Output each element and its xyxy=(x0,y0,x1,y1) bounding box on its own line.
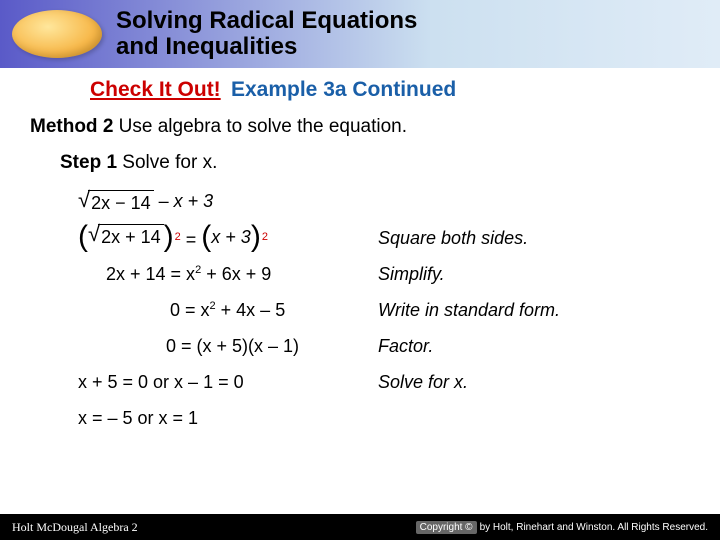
page-title: Solving Radical Equations and Inequaliti… xyxy=(116,8,417,61)
method-line: Method 2 Use algebra to solve the equati… xyxy=(30,114,690,140)
eq-row-7: x = – 5 or x = 1 xyxy=(78,403,690,433)
eq-row-4: 0 = x2 + 4x – 5 Write in standard form. xyxy=(78,295,690,325)
logo-oval xyxy=(12,10,102,58)
eq-row-3: 2x + 14 = x2 + 6x + 9 Simplify. xyxy=(78,259,690,289)
hint-4: Write in standard form. xyxy=(378,298,560,322)
hint-6: Solve for x. xyxy=(378,370,468,394)
step-text: Solve for x. xyxy=(117,152,217,173)
title-line1: Solving Radical Equations xyxy=(116,7,417,34)
lhs-paren: ( √2x + 14 )2 xyxy=(78,224,181,249)
check-it-out: Check It Out! xyxy=(90,78,221,101)
eq-row-2: ( √2x + 14 )2 = (x + 3)2 Square both sid… xyxy=(78,223,690,253)
footer-copyright: Copyright © by Holt, Rinehart and Winsto… xyxy=(416,521,708,534)
eq-row-1: √2x − 14 – x + 3 xyxy=(78,187,690,217)
title-line2: and Inequalities xyxy=(116,33,297,60)
eq-row-6: x + 5 = 0 or x – 1 = 0 Solve for x. xyxy=(78,367,690,397)
hint-3: Simplify. xyxy=(378,262,445,286)
subhead: Check It Out! Example 3a Continued xyxy=(0,68,720,108)
hint-5: Factor. xyxy=(378,334,433,358)
rhs-paren: (x + 3)2 xyxy=(201,225,268,249)
work-area: √2x − 14 – x + 3 ( √2x + 14 )2 = (x + 3)… xyxy=(78,187,690,433)
content: Method 2 Use algebra to solve the equati… xyxy=(0,114,720,433)
example-label: Example 3a Continued xyxy=(225,78,456,101)
footer: Holt McDougal Algebra 2 Copyright © by H… xyxy=(0,514,720,540)
footer-brand: Holt McDougal Algebra 2 xyxy=(12,520,138,535)
eq-row-5: 0 = (x + 5)(x – 1) Factor. xyxy=(78,331,690,361)
step-label: Step 1 xyxy=(60,152,117,173)
method-label: Method 2 xyxy=(30,116,113,137)
step-line: Step 1 Solve for x. xyxy=(60,150,690,176)
sqrt-1: √2x − 14 xyxy=(78,190,154,215)
header-bar: Solving Radical Equations and Inequaliti… xyxy=(0,0,720,68)
hint-2: Square both sides. xyxy=(378,226,528,250)
method-text: Use algebra to solve the equation. xyxy=(113,116,407,137)
